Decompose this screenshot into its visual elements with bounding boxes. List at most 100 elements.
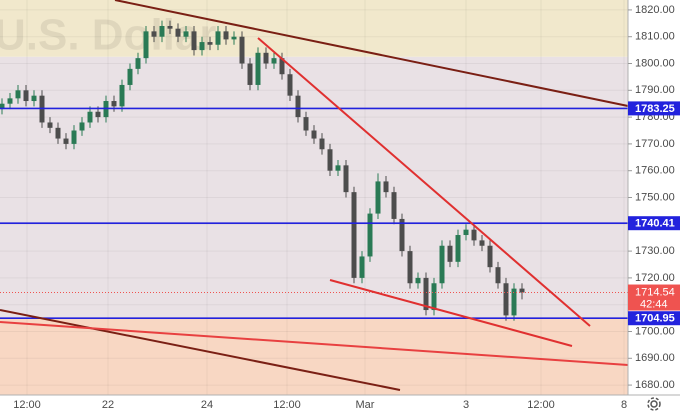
- candle-body: [47, 122, 53, 128]
- settings-button[interactable]: [647, 397, 661, 411]
- candle-body: [71, 130, 77, 144]
- candle-body: [143, 31, 149, 59]
- candle-body: [55, 127, 61, 139]
- countdown-label: 42:44: [640, 298, 668, 310]
- candle-body: [135, 58, 141, 69]
- candle-body: [463, 229, 469, 236]
- candle-body: [447, 245, 453, 262]
- candle-body: [351, 192, 357, 278]
- candle-body: [247, 63, 253, 85]
- candle-body: [215, 31, 221, 45]
- candle-body: [183, 31, 189, 37]
- candle-body: [335, 165, 341, 171]
- candle-body: [95, 111, 101, 118]
- candle-body: [399, 218, 405, 252]
- candle-body: [167, 25, 173, 29]
- candle-body: [407, 251, 413, 284]
- candles: [0, 20, 525, 321]
- y-tick-label: 1700.00: [635, 325, 675, 337]
- level-label: 1740.41: [635, 218, 675, 230]
- candle-body: [191, 31, 197, 51]
- candle-body: [423, 277, 429, 311]
- level-label: 1704.95: [635, 313, 675, 325]
- zone: [0, 56, 628, 319]
- candle-body: [343, 165, 349, 193]
- y-tick-label: 1820.00: [635, 4, 675, 16]
- y-tick-label: 1790.00: [635, 84, 675, 96]
- candle-body: [63, 138, 69, 144]
- candle-body: [23, 90, 29, 102]
- y-tick-label: 1750.00: [635, 191, 675, 203]
- candle-body: [327, 149, 333, 171]
- candle-body: [367, 213, 373, 257]
- y-tick-label: 1730.00: [635, 245, 675, 257]
- candle-body: [287, 74, 293, 96]
- candle-body: [391, 192, 397, 219]
- candle-body: [479, 240, 485, 246]
- candle-body: [263, 52, 269, 64]
- price-axis: [628, 0, 680, 416]
- x-tick-label: 12:00: [527, 399, 555, 411]
- candle-body: [255, 52, 261, 85]
- axes: 1680.001690.001700.001710.001720.001730.…: [13, 4, 680, 411]
- candle-body: [519, 288, 525, 293]
- time-axis: [0, 395, 680, 416]
- candle-body: [319, 138, 325, 150]
- x-tick-label: 22: [102, 399, 114, 411]
- trend-line: [114, 0, 629, 107]
- candle-body: [207, 42, 213, 45]
- candle-body: [271, 58, 277, 64]
- candle-body: [127, 68, 133, 85]
- candle-body: [239, 36, 245, 64]
- last-price-box: [628, 284, 680, 311]
- candle-body: [175, 28, 181, 37]
- candle-body: [471, 229, 477, 241]
- candle-body: [311, 130, 317, 139]
- zones: [0, 0, 628, 395]
- y-tick-label: 1800.00: [635, 57, 675, 69]
- candle-body: [199, 42, 205, 51]
- y-tick-label: 1680.00: [635, 379, 675, 391]
- trend-line: [0, 321, 629, 366]
- trend-line: [0, 309, 401, 391]
- trend-line: [257, 37, 591, 327]
- drawings: [0, 0, 629, 391]
- candle-body: [119, 84, 125, 107]
- candle-body: [359, 256, 365, 278]
- x-tick-label: 12:00: [273, 399, 301, 411]
- candle-body: [223, 31, 229, 40]
- candle-body: [511, 288, 517, 316]
- x-tick-label: Mar: [356, 399, 375, 411]
- candle-body: [303, 117, 309, 131]
- candle-body: [455, 235, 461, 262]
- level-label-box: [628, 101, 680, 116]
- candle-body: [487, 245, 493, 268]
- candle-body: [375, 181, 381, 214]
- trend-line: [329, 279, 573, 347]
- gear-center: [650, 400, 658, 408]
- y-tick-label: 1690.00: [635, 352, 675, 364]
- candle-body: [7, 98, 13, 104]
- y-tick-label: 1760.00: [635, 165, 675, 177]
- last-price-label: 1714.54: [635, 286, 675, 298]
- level-label-box: [628, 311, 680, 326]
- level-label-box: [628, 216, 680, 231]
- candle-body: [159, 25, 165, 37]
- level-label: 1783.25: [635, 103, 675, 115]
- candle-body: [15, 90, 21, 99]
- candle-body: [87, 111, 93, 123]
- x-tick-label: 3: [463, 399, 469, 411]
- y-tick-label: 1770.00: [635, 138, 675, 150]
- candle-body: [383, 181, 389, 193]
- y-tick-label: 1810.00: [635, 31, 675, 43]
- candle-body: [439, 245, 445, 284]
- candle-body: [151, 31, 157, 37]
- levels: [0, 107, 628, 320]
- candle-body: [111, 101, 117, 107]
- candle-body: [79, 122, 85, 131]
- x-tick-label: 8: [621, 399, 627, 411]
- candle-body: [415, 277, 421, 284]
- candle-body: [495, 267, 501, 284]
- y-tick-label: 1720.00: [635, 272, 675, 284]
- candle-body: [503, 283, 509, 316]
